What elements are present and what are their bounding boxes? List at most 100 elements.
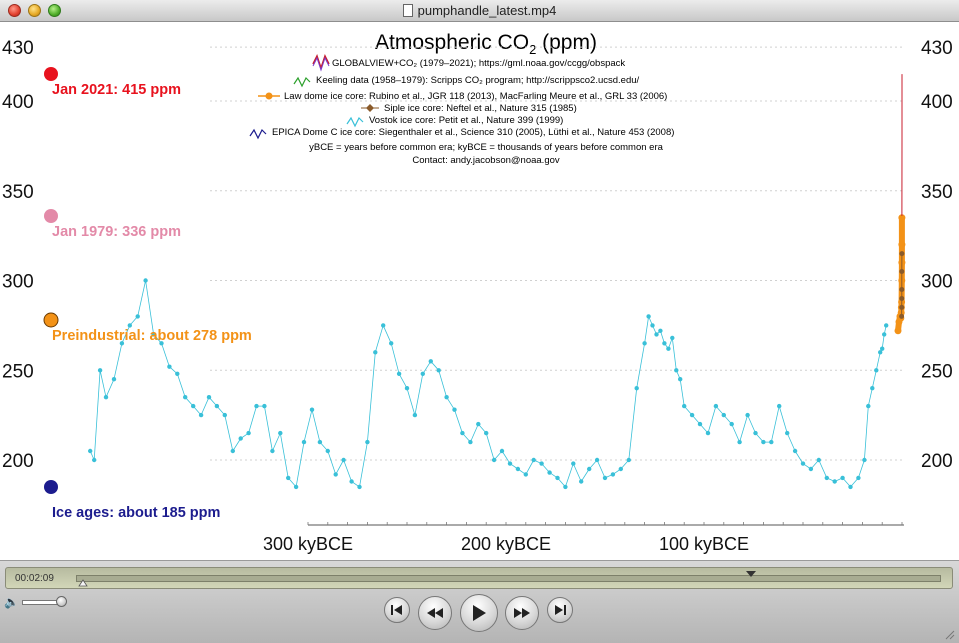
y-tick-right-250: 250: [921, 361, 953, 382]
data-point-vostok: [634, 386, 639, 391]
data-point-vostok: [97, 368, 103, 373]
data-point-vostok: [436, 368, 441, 373]
data-point-vostok: [515, 466, 521, 472]
video-frame: Atmospheric CO2 (ppm) GLOBALVIEW+CO₂ (19…: [0, 22, 959, 560]
y-tick-left-400: 400: [2, 92, 34, 113]
data-point-vostok: [151, 332, 156, 337]
data-point-vostok: [373, 350, 378, 355]
data-point-vostok: [349, 479, 354, 484]
data-point-vostok: [523, 472, 528, 477]
data-point-siple: [899, 304, 905, 310]
y-tick-left-350: 350: [2, 182, 34, 203]
data-point-vostok: [563, 484, 568, 490]
data-point-vostok: [539, 461, 544, 466]
data-point-vostok: [92, 457, 97, 463]
data-point-vostok: [325, 448, 330, 454]
legend-item-globalview: GLOBALVIEW+CO₂ (1979–2021); https://gml.…: [332, 58, 625, 69]
data-point-vostok: [579, 479, 584, 484]
data-point-vostok: [642, 341, 647, 346]
data-point-vostok: [333, 472, 338, 477]
data-point-vostok: [610, 472, 616, 477]
zoom-window-button[interactable]: [48, 4, 61, 17]
x-tick-200: 200 kyBCE: [461, 534, 551, 554]
data-point-vostok: [874, 368, 879, 373]
selection-start-marker[interactable]: [78, 579, 88, 587]
resize-grip-icon[interactable]: [943, 628, 955, 640]
playhead-marker[interactable]: [746, 571, 756, 577]
data-point-vostok: [452, 407, 457, 412]
data-point-vostok: [571, 461, 576, 466]
data-point-vostok: [507, 461, 513, 466]
y-tick-right-400: 400: [921, 92, 953, 113]
data-point-vostok: [884, 323, 889, 328]
data-point-vostok: [594, 457, 600, 463]
data-point-vostok: [111, 377, 117, 382]
series-siple: [899, 251, 905, 319]
data-point-vostok: [222, 412, 227, 418]
rewind-button[interactable]: [418, 596, 452, 630]
timeline-track[interactable]: [76, 575, 941, 582]
fast-forward-button[interactable]: [505, 596, 539, 630]
legend-note-ybce: yBCE = years before common era; kyBCE = …: [309, 142, 663, 153]
data-point-vostok: [697, 421, 703, 427]
volume-icon[interactable]: 🔈: [4, 595, 19, 609]
scrubber-bar[interactable]: 00:02:09: [5, 567, 953, 589]
data-point-vostok: [737, 439, 742, 445]
play-button[interactable]: [460, 594, 498, 632]
data-point-vostok: [230, 448, 235, 454]
data-point-vostok: [824, 475, 829, 481]
data-point-vostok: [729, 421, 734, 427]
y-tick-right-300: 300: [921, 272, 953, 293]
data-point-vostok: [689, 412, 695, 418]
data-point-vostok: [792, 448, 798, 454]
data-point-vostok: [159, 341, 164, 346]
data-point-vostok: [882, 332, 887, 337]
data-point-vostok: [753, 430, 758, 436]
data-point-vostok: [587, 466, 592, 472]
data-point-vostok: [262, 403, 267, 409]
skip-to-end-icon: [555, 605, 566, 615]
data-point-vostok: [769, 439, 774, 445]
data-point-law-dome: [894, 327, 902, 335]
data-point-vostok: [468, 439, 473, 445]
data-point-vostok: [175, 371, 180, 376]
data-point-vostok: [143, 278, 148, 283]
legend-siple-icon: [366, 104, 374, 112]
marker-preindustrial-dot: [43, 312, 59, 328]
series-line-vostok: [89, 280, 887, 488]
legend-epica-icon: [249, 128, 267, 140]
data-point-vostok: [293, 484, 299, 490]
volume-slider-knob[interactable]: [56, 596, 67, 607]
y-tick-right-200: 200: [921, 451, 953, 472]
data-point-vostok: [618, 466, 623, 472]
data-point-vostok: [119, 341, 125, 346]
close-window-button[interactable]: [8, 4, 21, 17]
marker-jan-1979-label: Jan 1979: 336 ppm: [52, 224, 181, 240]
y-tick-right-350: 350: [921, 182, 953, 203]
data-point-vostok: [301, 439, 307, 445]
data-point-vostok: [785, 430, 790, 436]
y-tick-left-300: 300: [2, 272, 34, 293]
data-point-vostok: [662, 341, 667, 346]
data-point-vostok: [389, 341, 394, 346]
y-tick-right-430: 430: [921, 38, 953, 59]
co2-chart: Atmospheric CO2 (ppm) GLOBALVIEW+CO₂ (19…: [2, 31, 953, 554]
data-point-vostok: [246, 430, 251, 436]
data-point-vostok: [674, 368, 679, 373]
data-point-vostok: [286, 475, 291, 481]
current-time: 00:02:09: [15, 573, 54, 584]
data-point-vostok: [309, 407, 315, 412]
y-tick-left-250: 250: [2, 361, 34, 382]
go-to-end-button[interactable]: [547, 597, 573, 623]
data-point-vostok: [646, 314, 651, 319]
data-point-vostok: [420, 371, 425, 376]
legend-vostok-icon: [346, 116, 364, 128]
go-to-start-button[interactable]: [384, 597, 410, 623]
data-point-vostok: [626, 457, 631, 463]
data-point-vostok: [682, 403, 687, 409]
minimize-window-button[interactable]: [28, 4, 41, 17]
data-point-vostok: [317, 439, 323, 445]
data-point-siple: [899, 251, 905, 257]
data-point-vostok: [484, 430, 489, 436]
data-point-vostok: [856, 475, 861, 481]
